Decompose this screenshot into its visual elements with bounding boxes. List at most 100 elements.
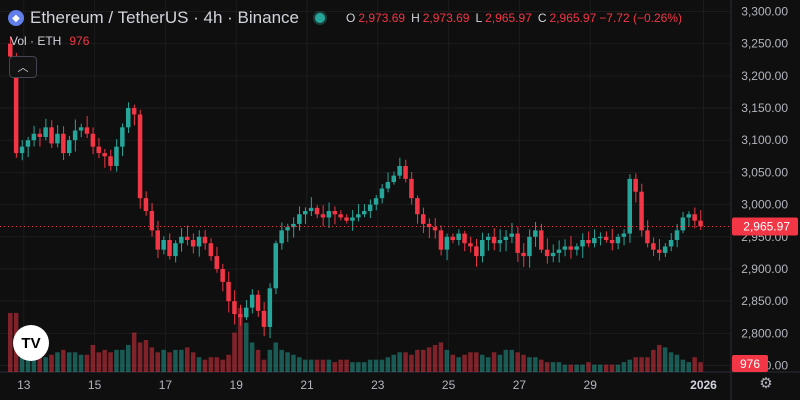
- price-tick-label: 3,150.00: [741, 101, 788, 115]
- candle-body: [31, 133, 37, 141]
- candle-body: [332, 211, 337, 215]
- ethereum-icon: ◆: [8, 10, 24, 26]
- ohlc-values: O 2,973.69 H 2,973.69 L 2,965.97 C 2,965.97 …: [343, 11, 682, 25]
- tradingview-logo[interactable]: TV: [13, 325, 49, 361]
- time-tick-label: 25: [442, 378, 456, 392]
- volume-bar: [362, 362, 367, 372]
- collapse-legend-button[interactable]: ︿: [9, 56, 37, 78]
- candle-body: [615, 236, 621, 244]
- candle-body: [592, 238, 597, 244]
- last-price-tag: [732, 217, 798, 236]
- candle-body: [232, 301, 237, 315]
- volume-bar: [131, 332, 137, 372]
- volume-bar: [232, 332, 237, 372]
- candle-body: [651, 243, 656, 250]
- volume-bar: [456, 357, 461, 372]
- candle-body: [356, 214, 361, 218]
- volume-bar: [72, 352, 78, 372]
- candle-body: [415, 198, 420, 215]
- candle-body: [55, 133, 60, 144]
- candle-body: [173, 243, 178, 257]
- volume-bar: [208, 357, 214, 372]
- volume-bar: [226, 354, 231, 372]
- candle-body: [657, 249, 662, 253]
- price-tick-label: 2,900.00: [741, 262, 788, 276]
- time-axis[interactable]: 13 15 17 19 21 23 25 27 29 2026: [17, 378, 717, 392]
- change-value: −7.72 (−0.26%): [599, 11, 682, 25]
- volume-bar: [533, 357, 538, 372]
- candle-body: [362, 211, 367, 215]
- candle-body: [379, 188, 385, 199]
- candle-body: [8, 43, 13, 57]
- volume-bar: [580, 364, 585, 372]
- volume-bar: [639, 357, 644, 372]
- candle-body: [114, 146, 119, 166]
- candle-body: [491, 236, 497, 244]
- volume-bar: [426, 347, 432, 372]
- candle-body: [61, 133, 66, 154]
- volume-bar: [521, 354, 526, 372]
- candle-body: [120, 127, 125, 147]
- candle-body: [137, 114, 143, 199]
- candle-body: [627, 178, 632, 234]
- volume-bar: [37, 352, 42, 372]
- volume-tag: [732, 355, 768, 372]
- candle-body: [279, 230, 284, 244]
- volume-bar: [185, 347, 190, 372]
- candle-body: [261, 310, 267, 327]
- candle-body: [67, 140, 72, 154]
- candle-body: [426, 223, 432, 228]
- time-tick-label: 23: [371, 378, 385, 392]
- volume-label: Vol · ETH: [10, 34, 62, 48]
- volume-bar: [314, 359, 320, 372]
- gear-icon[interactable]: ⚙: [759, 375, 773, 392]
- volume-bar: [574, 364, 579, 372]
- candle-body: [155, 230, 160, 250]
- volume-bar: [645, 357, 650, 372]
- volume-bar: [686, 362, 691, 372]
- volume-bar: [161, 349, 166, 372]
- volume-bar: [143, 340, 149, 372]
- candle-body: [639, 191, 644, 231]
- volume-bar: [674, 354, 680, 372]
- time-tick-label: 27: [513, 378, 527, 392]
- candle-body: [485, 236, 491, 241]
- volume-bar: [391, 354, 396, 372]
- price-axis[interactable]: 3,300.00 3,250.00 3,200.00 3,150.00 3,100.00…: [732, 4, 798, 373]
- open-value: 2,973.69: [358, 11, 406, 25]
- volume-bar: [592, 364, 597, 372]
- time-tick-label: 15: [88, 378, 102, 392]
- volume-legend: Vol · ETH 976: [10, 34, 89, 48]
- volume-bar: [249, 342, 255, 372]
- candle-body: [249, 294, 255, 308]
- candle-body: [19, 146, 25, 154]
- volume-bar: [373, 359, 379, 372]
- candle-body: [598, 236, 603, 239]
- candle-body: [680, 217, 686, 231]
- candle-body: [267, 288, 273, 327]
- candle-body: [102, 153, 107, 157]
- volume-bar: [149, 347, 155, 372]
- volume-bar: [432, 344, 438, 372]
- price-tick-label: 3,000.00: [741, 198, 788, 212]
- time-tick-label: 13: [17, 378, 31, 392]
- volume-bar: [167, 352, 172, 372]
- volume-bar: [332, 362, 337, 372]
- candle-body: [574, 246, 579, 250]
- volume-bar: [509, 349, 514, 372]
- candle-body: [291, 223, 296, 228]
- candle-body: [326, 211, 332, 218]
- volume-bar: [55, 352, 60, 372]
- volume-bar: [202, 359, 208, 372]
- volume-bar: [67, 352, 72, 372]
- volume-bar: [214, 357, 219, 372]
- candle-body: [220, 268, 225, 282]
- volume-bar: [450, 354, 455, 372]
- volume-bar: [539, 359, 544, 372]
- candle-body: [391, 175, 396, 183]
- volume-bar: [285, 352, 290, 372]
- symbol-title[interactable]: Ethereum / TetherUS · 4h · Binance: [30, 8, 299, 27]
- close-label: C: [537, 11, 547, 25]
- volume-bar: [326, 359, 332, 372]
